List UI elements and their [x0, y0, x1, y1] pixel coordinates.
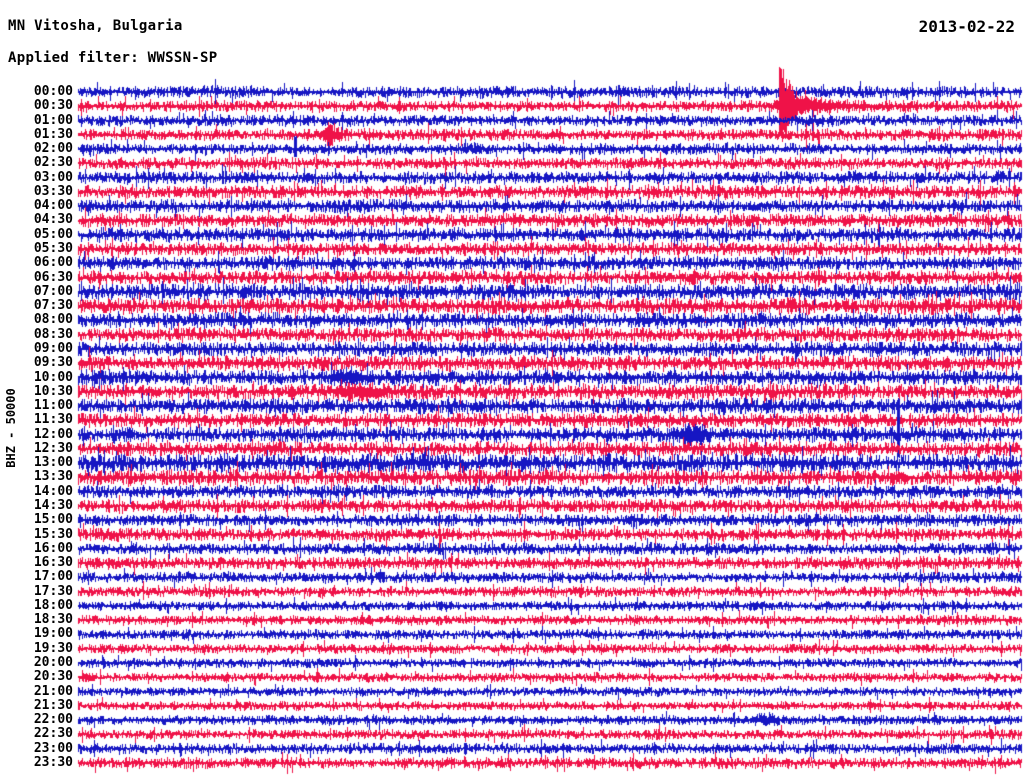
time-label: 21:00: [33, 683, 73, 699]
time-label: 00:30: [33, 98, 73, 114]
time-label: 23:30: [33, 754, 73, 770]
time-label: 01:00: [33, 112, 73, 128]
time-label: 23:00: [33, 740, 73, 756]
time-label: 12:00: [33, 426, 73, 442]
time-label: 03:00: [33, 169, 73, 185]
time-label: 07:30: [33, 298, 73, 314]
time-label: 22:00: [33, 712, 73, 728]
time-label: 11:30: [33, 412, 73, 428]
time-label: 08:30: [33, 326, 73, 342]
time-label: 01:30: [33, 126, 73, 142]
time-label: 05:00: [33, 226, 73, 242]
time-label: 06:30: [33, 269, 73, 285]
time-label: 09:30: [33, 355, 73, 371]
time-label: 15:00: [33, 512, 73, 528]
time-label: 16:00: [33, 540, 73, 556]
time-label: 16:30: [33, 555, 73, 571]
time-label: 19:00: [33, 626, 73, 642]
time-label: 10:00: [33, 369, 73, 385]
time-label: 02:30: [33, 155, 73, 171]
time-label: 19:30: [33, 640, 73, 656]
time-label: 15:30: [33, 526, 73, 542]
date-label: 2013-02-22: [918, 17, 1015, 36]
time-label: 06:00: [33, 255, 73, 271]
time-label: 08:00: [33, 312, 73, 328]
time-label: 14:30: [33, 498, 73, 513]
time-label: 12:30: [33, 440, 73, 456]
time-label: 05:30: [33, 241, 73, 257]
applied-filter-label: Applied filter: WWSSN-SP: [8, 50, 218, 66]
time-label: 13:00: [33, 455, 73, 471]
time-label: 14:00: [33, 483, 73, 499]
time-label: 11:00: [33, 398, 73, 414]
time-label: 00:00: [33, 84, 73, 99]
time-label: 20:30: [33, 669, 73, 685]
time-label: 07:00: [33, 283, 73, 299]
time-label: 18:00: [33, 597, 73, 613]
time-label: 10:30: [33, 383, 73, 399]
time-label: 09:00: [33, 340, 73, 356]
time-label: 17:00: [33, 569, 73, 585]
time-label: 21:30: [33, 697, 73, 713]
time-label: 13:30: [33, 469, 73, 485]
time-label: 20:00: [33, 655, 73, 671]
time-label: 18:30: [33, 612, 73, 628]
time-label: 04:00: [33, 198, 73, 214]
time-label: 02:00: [33, 141, 73, 157]
time-label: 04:30: [33, 212, 73, 228]
time-label: 17:30: [33, 583, 73, 599]
station-title: MN Vitosha, Bulgaria: [8, 18, 183, 34]
time-label: 03:30: [33, 183, 73, 199]
time-label: 22:30: [33, 726, 73, 742]
